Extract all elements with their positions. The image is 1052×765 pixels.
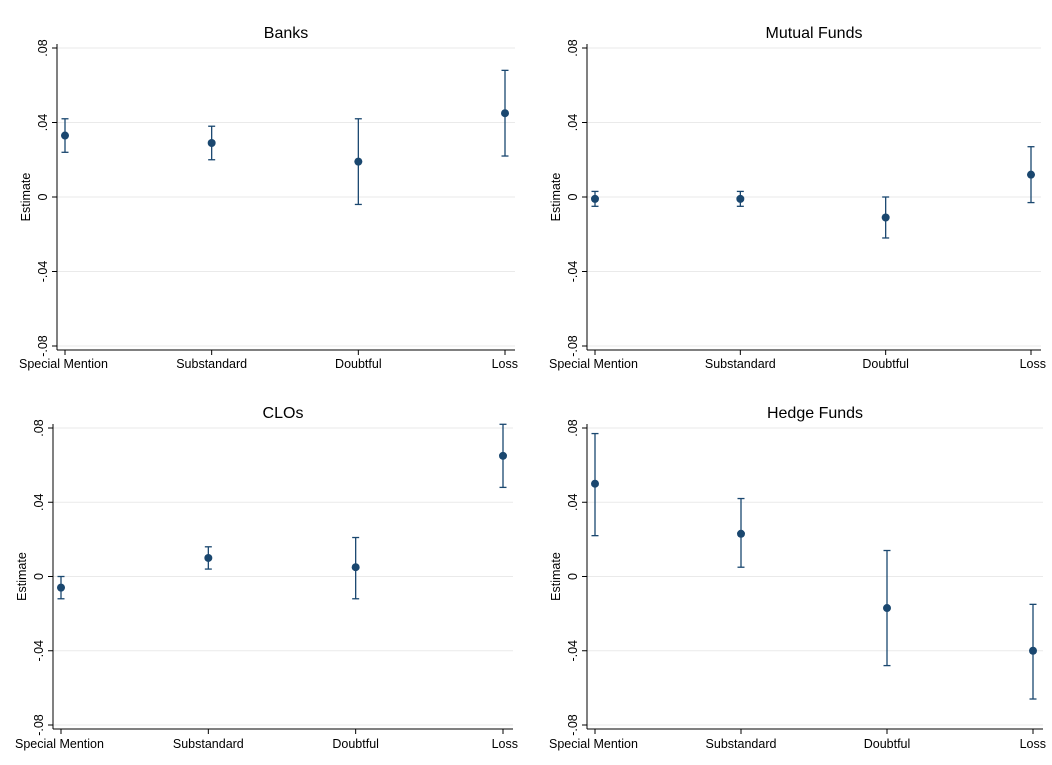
estimate-doubtful — [351, 536, 360, 600]
x-tick-label-doubtful: Doubtful — [335, 357, 382, 371]
y-axis-label: Estimate — [549, 552, 563, 601]
chart-title: Mutual Funds — [766, 25, 863, 42]
x-tick-label-loss: Loss — [492, 357, 518, 371]
estimate-special-mention — [591, 432, 599, 537]
y-tick-label: .04 — [566, 114, 580, 131]
estimate-point — [883, 604, 891, 613]
chart-title: CLOs — [263, 405, 304, 422]
x-tick-label-substandard: Substandard — [705, 357, 776, 371]
estimate-point — [61, 131, 69, 140]
y-axis-label: Estimate — [19, 173, 33, 222]
chart-panel-banks: .08 .04 0 -.04 -.08 Special Mention Substandar… — [0, 0, 524, 382]
y-tick-label: 0 — [32, 573, 46, 580]
estimate-special-mention — [591, 190, 599, 207]
x-tick-label-doubtful: Doubtful — [332, 737, 379, 751]
y-tick-label: -.04 — [36, 261, 50, 283]
estimate-point — [736, 194, 745, 203]
x-tick-label-loss: Loss — [1020, 357, 1046, 371]
estimate-loss — [1029, 603, 1037, 700]
y-axis-label: Estimate — [549, 173, 563, 222]
x-tick-label-special-mention: Special Mention — [15, 737, 104, 751]
estimate-special-mention — [61, 118, 69, 153]
y-tick-label: 0 — [566, 193, 580, 200]
x-tick-label-special-mention: Special Mention — [19, 357, 108, 371]
estimate-substandard — [736, 190, 745, 207]
x-tick-label-loss: Loss — [1020, 737, 1046, 751]
x-tick-label-special-mention: Special Mention — [549, 357, 638, 371]
estimate-substandard — [204, 546, 213, 570]
estimate-point — [204, 553, 213, 562]
y-tick-label: -.08 — [566, 335, 580, 357]
estimate-point — [881, 213, 890, 222]
estimate-substandard — [737, 497, 745, 568]
estimate-point — [737, 529, 745, 538]
estimate-doubtful — [354, 118, 363, 206]
estimate-doubtful — [881, 196, 890, 239]
chart-title: Hedge Funds — [767, 405, 863, 422]
y-tick-label: .04 — [566, 494, 580, 511]
estimate-loss — [501, 69, 509, 157]
estimate-substandard — [207, 125, 216, 161]
chart-panel-hedge-funds: .08 .04 0 -.04 -.08 Special Mention Substandar… — [530, 388, 1052, 765]
estimate-point — [351, 563, 360, 572]
estimate-point — [499, 451, 507, 460]
y-tick-label: .08 — [566, 419, 580, 436]
y-tick-label: -.04 — [32, 640, 46, 662]
estimate-point — [1029, 646, 1037, 655]
x-tick-label-substandard: Substandard — [176, 357, 247, 371]
estimate-point — [1027, 170, 1035, 179]
y-tick-label: .08 — [566, 39, 580, 56]
y-tick-label: -.08 — [32, 714, 46, 736]
estimate-point — [591, 194, 599, 203]
estimate-point — [57, 583, 65, 592]
y-tick-label: -.08 — [566, 714, 580, 736]
estimate-point — [207, 138, 216, 147]
estimate-special-mention — [57, 575, 65, 600]
estimate-point — [354, 157, 363, 166]
estimate-loss — [499, 423, 507, 489]
estimate-point — [501, 109, 509, 118]
chart-panel-mutual-funds: .08 .04 0 -.04 -.08 Special Mention Substandar… — [530, 0, 1052, 382]
x-tick-label-doubtful: Doubtful — [862, 357, 909, 371]
y-tick-label: .08 — [32, 419, 46, 436]
y-tick-label: .08 — [36, 39, 50, 56]
y-tick-label: -.04 — [566, 640, 580, 662]
chart-panel-clos: .08 .04 0 -.04 -.08 Special Mention Substandar… — [0, 388, 524, 765]
estimate-loss — [1027, 146, 1035, 204]
y-axis-label: Estimate — [15, 552, 29, 601]
estimate-point — [591, 479, 599, 488]
x-tick-label-special-mention: Special Mention — [549, 737, 638, 751]
chart-title: Banks — [264, 25, 308, 42]
x-tick-label-substandard: Substandard — [173, 737, 244, 751]
x-tick-label-loss: Loss — [492, 737, 518, 751]
y-tick-label: -.08 — [36, 335, 50, 357]
y-tick-label: .04 — [32, 494, 46, 511]
x-tick-label-doubtful: Doubtful — [864, 737, 911, 751]
x-tick-label-substandard: Substandard — [706, 737, 777, 751]
y-tick-label: 0 — [36, 193, 50, 200]
estimate-doubtful — [883, 549, 891, 667]
y-tick-label: -.04 — [566, 261, 580, 283]
y-tick-label: 0 — [566, 573, 580, 580]
y-tick-label: .04 — [36, 114, 50, 131]
